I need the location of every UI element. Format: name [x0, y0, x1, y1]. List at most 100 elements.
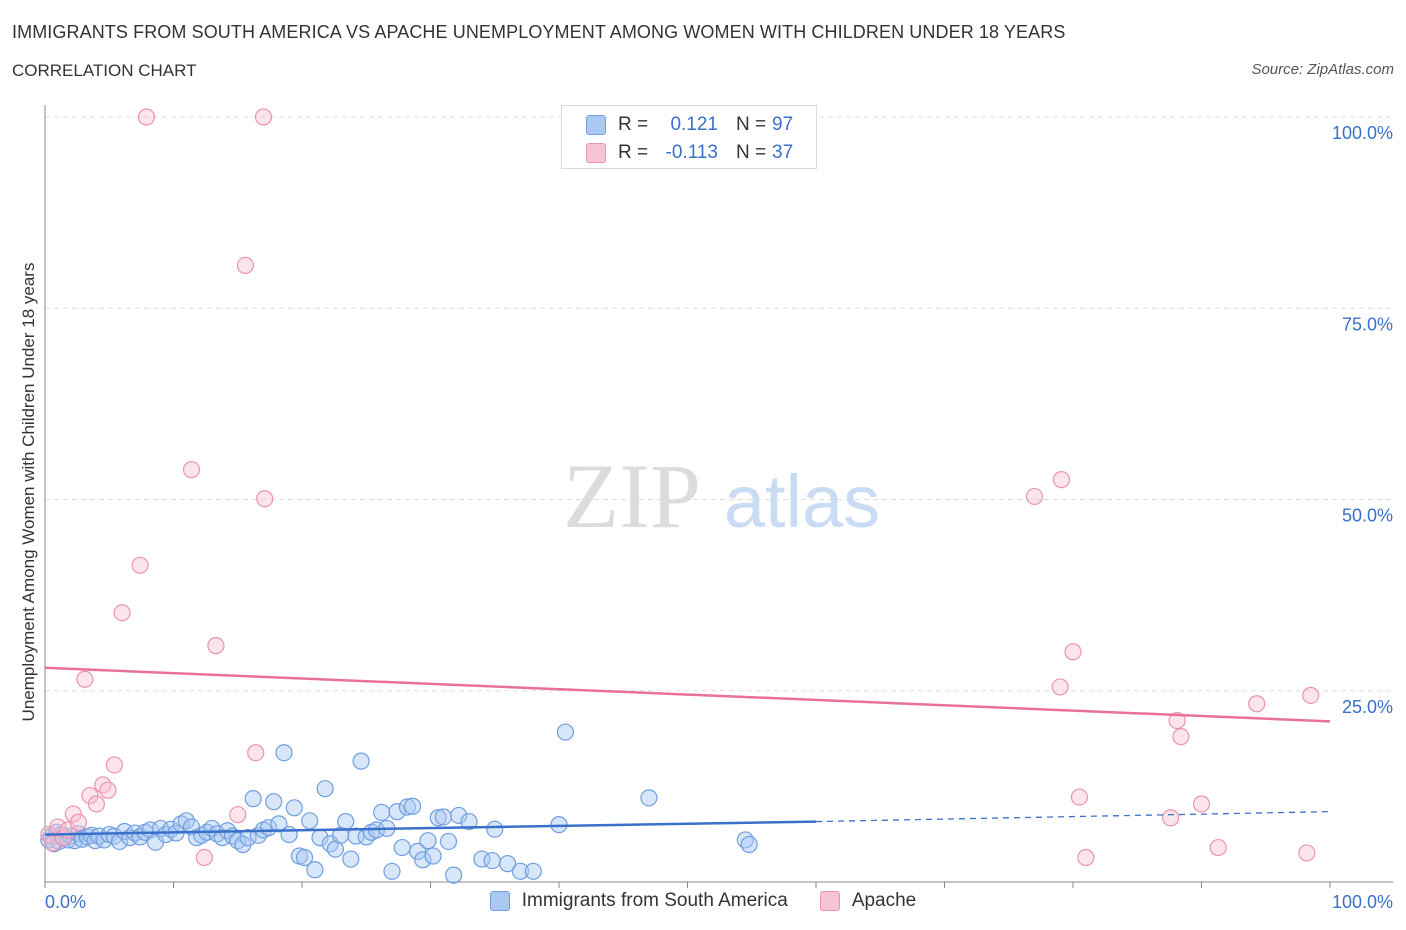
- tick-labels: 25.0% 50.0% 75.0% 100.0% 0.0% 100.0%: [45, 123, 1393, 912]
- legend-item-apache[interactable]: Apache: [819, 890, 917, 912]
- y-tick-label: 75.0%: [1342, 314, 1393, 334]
- n-value: 97: [772, 114, 794, 135]
- point-apache: [64, 805, 82, 823]
- point-south-america: [419, 832, 437, 850]
- series-legend: Immigrants from South America Apache: [0, 890, 1406, 912]
- point-south-america: [409, 842, 427, 861]
- point-south-america: [337, 812, 355, 831]
- point-apache: [195, 848, 213, 867]
- n-label: N =: [736, 142, 767, 163]
- point-apache: [1302, 686, 1320, 704]
- legend-swatch-blue: [586, 115, 606, 135]
- point-apache: [1192, 795, 1211, 813]
- point-south-america: [640, 789, 658, 807]
- point-south-america: [393, 838, 411, 857]
- trend-lines: [44, 666, 1331, 836]
- watermark: ZIP atlas: [563, 445, 880, 547]
- legend-row-south-america: R = 0.121 N = 97: [586, 114, 793, 136]
- legend-label: Apache: [851, 890, 917, 911]
- point-apache: [69, 813, 88, 831]
- point-apache: [1025, 487, 1044, 506]
- n-value: 37: [772, 142, 794, 163]
- y-tick-label: 25.0%: [1342, 697, 1393, 717]
- watermark-atlas: atlas: [724, 460, 880, 543]
- legend-label: Immigrants from South America: [521, 890, 788, 911]
- point-south-america: [306, 861, 324, 879]
- data-points: [40, 108, 1320, 884]
- point-apache: [1209, 838, 1227, 857]
- chart-title: IMMIGRANTS FROM SOUTH AMERICA VS APACHE …: [12, 22, 1066, 42]
- point-south-america: [414, 851, 432, 869]
- trend-line-south-america: [44, 820, 817, 836]
- point-apache: [1051, 678, 1069, 696]
- point-apache: [229, 806, 247, 824]
- point-south-america: [388, 803, 406, 821]
- point-south-america: [275, 744, 293, 762]
- point-apache: [236, 256, 255, 275]
- point-apache: [99, 781, 117, 799]
- legend-swatch-pink: [819, 891, 840, 911]
- axes: [44, 105, 1393, 888]
- r-label: R =: [618, 114, 649, 135]
- r-value: 0.121: [670, 114, 718, 135]
- point-south-america: [445, 866, 463, 884]
- point-apache: [1064, 643, 1082, 661]
- point-south-america: [450, 806, 468, 825]
- point-apache: [137, 108, 156, 126]
- point-south-america: [301, 812, 319, 830]
- x-tick-label: 0.0%: [45, 892, 86, 912]
- y-tick-label: 100.0%: [1332, 123, 1393, 143]
- stats-legend: R = 0.121 N = 97 R = -0.113 N = 37: [561, 105, 817, 169]
- trend-line-apache: [44, 666, 1331, 723]
- point-south-america: [486, 820, 504, 838]
- point-south-america: [740, 835, 758, 854]
- legend-item-south-america[interactable]: Immigrants from South America: [489, 890, 788, 912]
- point-apache: [256, 490, 274, 508]
- legend-row-apache: R = -0.113 N = 37: [586, 142, 793, 164]
- legend-swatch-pink: [586, 143, 606, 163]
- point-south-america: [398, 798, 416, 816]
- point-apache: [113, 604, 131, 622]
- y-tick-label: 50.0%: [1342, 506, 1393, 526]
- point-apache: [247, 744, 265, 762]
- point-apache: [1168, 711, 1186, 730]
- point-apache: [1172, 728, 1190, 746]
- point-south-america: [483, 851, 501, 870]
- legend-swatch-blue: [489, 891, 510, 911]
- point-apache: [105, 756, 123, 774]
- source-label: Source: ZipAtlas.com: [1251, 61, 1394, 78]
- chart-subtitle: CORRELATION CHART: [12, 61, 197, 80]
- point-south-america: [295, 848, 314, 867]
- y-axis-label: Unemployment Among Women with Children U…: [19, 263, 38, 722]
- point-south-america: [244, 790, 262, 808]
- point-south-america: [239, 829, 257, 847]
- point-south-america: [524, 862, 542, 880]
- point-apache: [1248, 695, 1266, 713]
- point-south-america: [342, 850, 360, 868]
- point-apache: [1052, 471, 1071, 489]
- trend-line-south-america-extension: [815, 810, 1331, 823]
- point-south-america: [424, 847, 442, 865]
- point-south-america: [280, 825, 298, 844]
- point-south-america: [285, 799, 303, 817]
- point-south-america: [265, 793, 283, 811]
- r-value: -0.113: [665, 142, 718, 163]
- point-apache: [131, 556, 149, 574]
- x-tick-label: 100.0%: [1332, 892, 1393, 912]
- point-south-america: [439, 832, 458, 851]
- point-apache: [76, 670, 94, 688]
- point-apache: [207, 637, 225, 655]
- point-apache: [1070, 788, 1089, 806]
- point-apache: [1162, 809, 1180, 827]
- point-apache: [87, 795, 106, 813]
- point-apache: [182, 461, 201, 479]
- point-apache: [1298, 844, 1316, 862]
- watermark-zip: ZIP: [563, 445, 701, 547]
- point-south-america: [460, 812, 478, 831]
- grid-lines: [45, 116, 1393, 692]
- n-label: N =: [736, 114, 767, 135]
- point-south-america: [511, 862, 530, 880]
- point-south-america: [373, 803, 391, 821]
- point-apache: [1077, 848, 1095, 867]
